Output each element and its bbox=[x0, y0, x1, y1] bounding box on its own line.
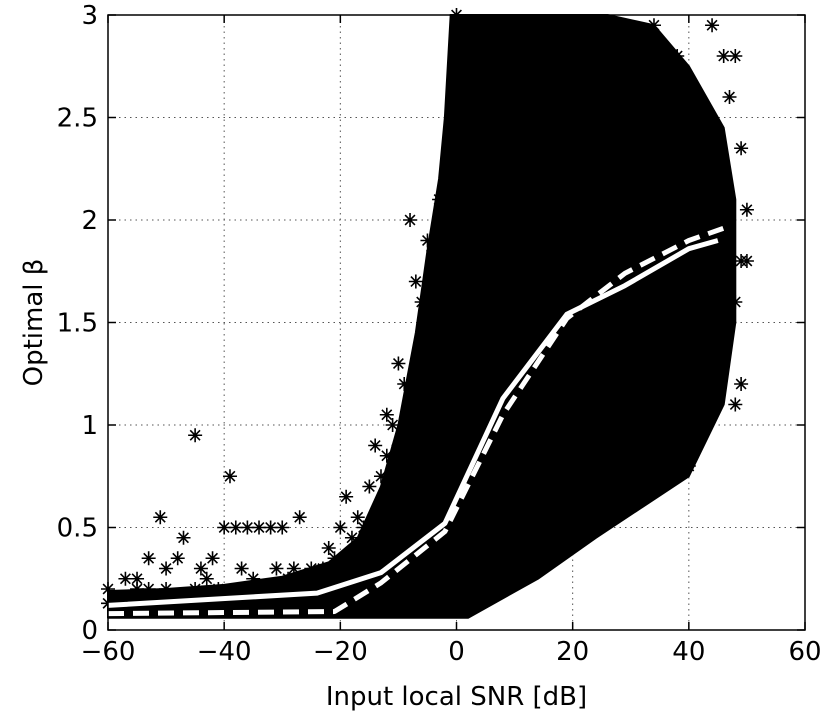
scatter-point bbox=[286, 561, 301, 576]
scatter-point bbox=[176, 530, 191, 545]
y-tick-label: 1.5 bbox=[57, 309, 98, 339]
scatter-point bbox=[130, 571, 145, 586]
x-tick-label: −60 bbox=[81, 637, 136, 667]
x-tick-labels: −60 −40 −20 0 20 40 60 bbox=[81, 637, 822, 667]
scatter-point bbox=[739, 202, 754, 217]
scatter-point bbox=[397, 377, 412, 391]
axis-ticks bbox=[107, 14, 806, 631]
scatter-point bbox=[228, 520, 243, 535]
x-tick-label: 0 bbox=[448, 637, 465, 667]
y-tick-label: 2.5 bbox=[57, 104, 98, 134]
scatter-point bbox=[130, 582, 145, 596]
scatter-point bbox=[362, 479, 377, 494]
scatter-point bbox=[199, 571, 214, 586]
scatter-point bbox=[734, 377, 749, 391]
scatter-point bbox=[217, 520, 232, 535]
x-tick-label: 20 bbox=[556, 637, 589, 667]
x-tick-label: −20 bbox=[313, 637, 368, 667]
y-tick-label: 1 bbox=[81, 411, 98, 441]
scatter-point bbox=[420, 233, 435, 248]
scatter-point bbox=[222, 469, 237, 484]
scatter-point bbox=[246, 571, 261, 586]
scatter-point bbox=[385, 418, 400, 432]
x-tick-label: 40 bbox=[672, 637, 705, 667]
scatter-point bbox=[368, 438, 383, 453]
scatter-point bbox=[391, 356, 406, 371]
scatter-point bbox=[170, 551, 185, 566]
scatter-point bbox=[263, 520, 278, 535]
scatter-point bbox=[728, 49, 743, 63]
scatter-point bbox=[252, 520, 267, 535]
scatter-point bbox=[205, 551, 220, 566]
dense-cloud bbox=[107, 14, 737, 619]
scatter-point bbox=[275, 520, 290, 535]
scatter-point bbox=[240, 520, 255, 535]
scatter-point bbox=[344, 530, 359, 545]
x-axis-label: Input local SNR [dB] bbox=[326, 682, 587, 712]
scatter-point bbox=[159, 561, 174, 576]
scatter-point bbox=[234, 561, 249, 576]
scatter-point bbox=[705, 18, 720, 33]
scatter-point bbox=[118, 571, 133, 586]
y-tick-label: 0.5 bbox=[57, 514, 98, 544]
scatter-point bbox=[728, 397, 743, 412]
scatter-point bbox=[269, 561, 284, 576]
scatter-point bbox=[333, 520, 348, 535]
x-tick-label: 60 bbox=[788, 637, 821, 667]
scatter-point bbox=[292, 510, 307, 525]
scatter-point bbox=[350, 510, 365, 525]
scatter-point bbox=[379, 407, 394, 422]
scatter-point bbox=[373, 469, 388, 484]
y-tick-label: 0 bbox=[81, 616, 98, 646]
scatter-point bbox=[193, 561, 208, 576]
y-axis-label: Optimal β bbox=[19, 259, 49, 387]
scatter-point bbox=[141, 551, 156, 566]
scatter-point bbox=[722, 90, 737, 104]
scatter-point bbox=[339, 489, 354, 504]
scatter-point bbox=[716, 49, 731, 63]
dashed-series-line bbox=[107, 225, 725, 617]
scatter-density-cloud bbox=[107, 14, 737, 619]
scatter-point bbox=[153, 510, 168, 525]
y-tick-label: 2 bbox=[81, 206, 98, 236]
scatter-point bbox=[403, 213, 418, 227]
scatter-point bbox=[379, 448, 394, 463]
scatter-point bbox=[188, 428, 203, 443]
scatter-point bbox=[408, 274, 423, 289]
solid-series-line bbox=[107, 238, 719, 608]
scatter-point bbox=[321, 541, 336, 555]
scatter-point bbox=[739, 254, 754, 268]
y-tick-labels: 0 0.5 1 1.5 2 2.5 3 bbox=[57, 1, 98, 646]
scatter-point bbox=[734, 141, 749, 156]
y-tick-label: 3 bbox=[81, 1, 98, 31]
series-lines bbox=[107, 225, 725, 617]
x-tick-label: −40 bbox=[197, 637, 252, 667]
